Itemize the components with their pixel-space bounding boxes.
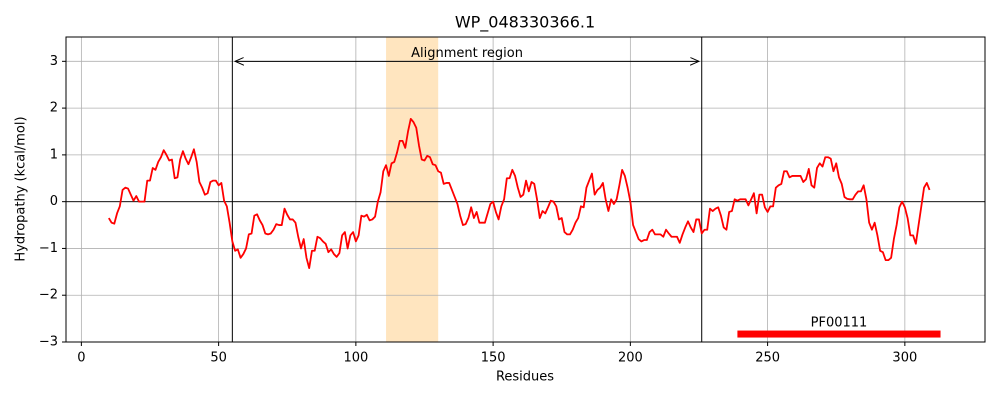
domain-label: PF00111 (811, 316, 868, 331)
y-tick-label: 0 (50, 194, 58, 209)
chart-title: WP_048330366.1 (455, 13, 595, 33)
x-tick-label: 0 (77, 351, 85, 366)
y-tick-label: 1 (50, 147, 58, 162)
x-tick-label: 200 (618, 351, 643, 366)
hydropathy-line (108, 117, 931, 269)
y-tick-label: −2 (39, 288, 58, 303)
plot-frame (65, 36, 986, 343)
x-tick-label: 300 (892, 351, 917, 366)
alignment-shade (386, 37, 439, 342)
y-tick-label: −1 (39, 241, 58, 256)
domain-bar (737, 330, 941, 338)
x-tick-label: 150 (481, 351, 506, 366)
y-tick-label: 3 (50, 54, 58, 69)
y-axis-label: Hydropathy (kcal/mol) (14, 116, 29, 261)
y-tick-label: 2 (50, 101, 58, 116)
x-axis-label: Residues (496, 370, 554, 385)
x-tick-label: 250 (755, 351, 780, 366)
x-tick-label: 100 (343, 351, 368, 366)
x-tick-label: 50 (210, 351, 227, 366)
y-tick-label: −3 (39, 335, 58, 350)
annotation-label: Alignment region (411, 46, 523, 61)
